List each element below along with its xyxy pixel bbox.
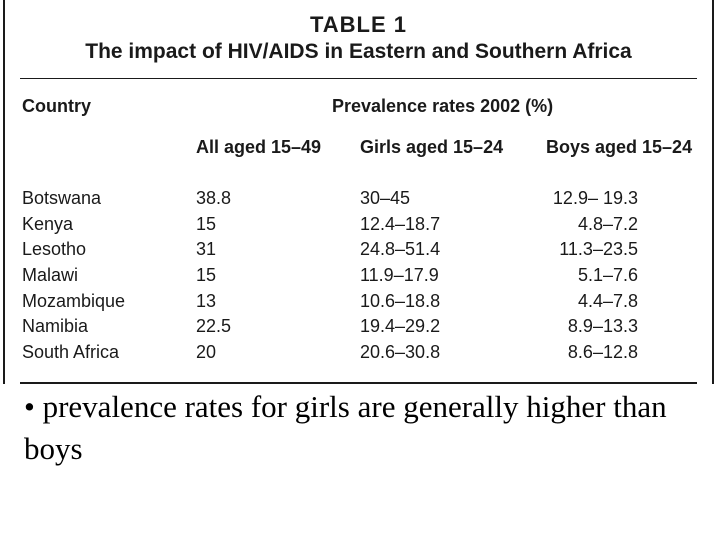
table-row: Malawi 15 11.9–17.9 5.1–7.6 bbox=[5, 265, 712, 291]
table-figure: TABLE 1 The impact of HIV/AIDS in Easter… bbox=[3, 0, 714, 384]
cell-all-aged: 13 bbox=[196, 290, 217, 311]
cell-boys: 8.9–13.3 bbox=[567, 316, 638, 337]
cell-boys: 8.6–12.8 bbox=[567, 342, 638, 363]
cell-boys: 11.3–23.5 bbox=[559, 239, 638, 260]
cell-girls: 12.4–18.7 bbox=[360, 213, 441, 234]
cell-all-aged: 20 bbox=[196, 342, 217, 363]
table-row: Mozambique 13 10.6–18.8 4.4–7.8 bbox=[5, 291, 712, 317]
cell-all-aged: 15 bbox=[196, 213, 217, 234]
cell-girls: 11.9–17.9 bbox=[360, 265, 439, 286]
header-all-aged: All aged 15–49 bbox=[196, 137, 322, 157]
table-row: Kenya 15 12.4–18.7 4.8–7.2 bbox=[5, 214, 712, 240]
cell-country: Botswana bbox=[22, 188, 102, 208]
cell-girls: 10.6–18.8 bbox=[360, 290, 441, 311]
cell-all-aged: 15 bbox=[196, 265, 217, 286]
table-row: South Africa 20 20.6–30.8 8.6–12.8 bbox=[5, 342, 712, 368]
cell-country: Mozambique bbox=[22, 290, 126, 311]
cell-country: Lesotho bbox=[22, 239, 87, 260]
header-girls-aged: Girls aged 15–24 bbox=[360, 137, 504, 157]
cell-girls: 30–45 bbox=[360, 188, 411, 208]
cell-all-aged: 22.5 bbox=[196, 316, 232, 337]
table-row: Namibia 22.5 19.4–29.2 8.9–13.3 bbox=[5, 316, 712, 342]
bullet-point: • prevalence rates for girls are general… bbox=[24, 389, 667, 466]
cell-girls: 24.8–51.4 bbox=[360, 239, 441, 260]
bottom-rule bbox=[20, 382, 697, 384]
cell-all-aged: 38.8 bbox=[196, 188, 232, 208]
cell-girls: 19.4–29.2 bbox=[360, 316, 441, 337]
cell-country: Malawi bbox=[22, 265, 79, 286]
table-body: Botswana 38.8 30–45 12.9– 19.3 Kenya 15 … bbox=[5, 188, 712, 368]
cell-country: Kenya bbox=[22, 213, 74, 234]
table-row: Lesotho 31 24.8–51.4 11.3–23.5 bbox=[5, 239, 712, 265]
cell-girls: 20.6–30.8 bbox=[360, 342, 441, 363]
cell-boys: 4.4–7.8 bbox=[577, 290, 638, 311]
table-title: The impact of HIV/AIDS in Eastern and So… bbox=[85, 40, 632, 63]
header-country: Country bbox=[22, 96, 91, 116]
header-boys-aged: Boys aged 15–24 bbox=[546, 137, 693, 157]
cell-all-aged: 31 bbox=[196, 239, 217, 260]
header-prevalence: Prevalence rates 2002 (%) bbox=[332, 96, 554, 116]
cell-country: Namibia bbox=[22, 316, 89, 337]
cell-boys: 12.9– 19.3 bbox=[552, 188, 638, 208]
cell-country: South Africa bbox=[22, 342, 120, 363]
top-rule bbox=[20, 78, 697, 79]
cell-boys: 5.1–7.6 bbox=[577, 265, 638, 286]
cell-boys: 4.8–7.2 bbox=[577, 213, 638, 234]
table-label: TABLE 1 bbox=[309, 12, 408, 37]
table-row: Botswana 38.8 30–45 12.9– 19.3 bbox=[5, 188, 712, 214]
